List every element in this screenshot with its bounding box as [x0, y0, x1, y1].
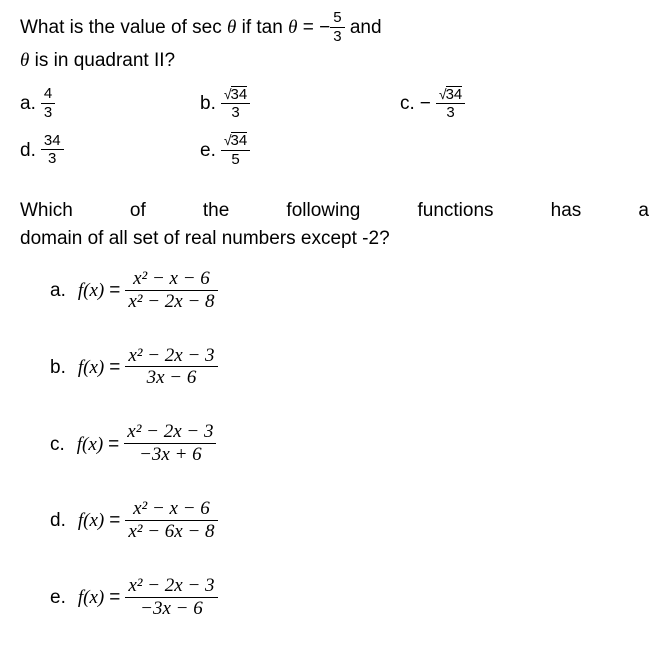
q2-opt-d-eqs: =	[109, 510, 120, 532]
q2-opt-a-eqs: =	[109, 280, 120, 302]
q1-equals: =	[297, 17, 319, 38]
q2-opt-b-num: x² − 2x − 3	[125, 346, 217, 368]
q2-opt-c-fx: f(x)	[77, 434, 103, 456]
q2-opt-e-den: −3x − 6	[125, 598, 217, 621]
q2-opt-c-label: c.	[50, 434, 65, 456]
q2-opt-d-frac: x² − x − 6 x² − 6x − 8	[125, 499, 217, 544]
q1-frac: 53	[330, 10, 344, 46]
q2-opt-d-fx: f(x)	[78, 510, 104, 532]
q2-opt-e-label: e.	[50, 587, 66, 609]
q1-opt-d-den: 3	[41, 150, 64, 168]
q1-text-line2: is in quadrant II?	[29, 50, 175, 71]
q1-opt-a-frac: 4 3	[41, 86, 55, 122]
q1-line1: What is the value of sec θ if tan θ = −5…	[20, 10, 649, 46]
q2-opt-a-label: a.	[50, 280, 66, 302]
q1-opt-b-frac: 34 3	[221, 86, 250, 123]
q1-opt-d-frac: 34 3	[41, 133, 64, 169]
q1-opt-c-den: 3	[436, 104, 465, 122]
q1-text-1: What is the value of sec	[20, 17, 227, 38]
q1-options: a. 4 3 b. 34 3 c. − 34 3 d. 34	[20, 86, 649, 179]
q2-option-a: a. f(x) = x² − x − 6 x² − 2x − 8	[50, 269, 649, 314]
q2-opt-d-num: x² − x − 6	[125, 499, 217, 521]
q1-opt-e-label: e.	[200, 140, 216, 162]
q1-theta-1: θ	[227, 17, 236, 38]
q1-opt-e-frac: 34 5	[221, 132, 250, 169]
q1-opt-e-den: 5	[221, 151, 250, 169]
q1-options-row2: d. 34 3 e. 34 5	[20, 132, 649, 169]
q2-opt-d-den: x² − 6x − 8	[125, 521, 217, 544]
q2-line2: domain of all set of real numbers except…	[20, 225, 649, 254]
q1-text-2: if tan	[236, 17, 288, 38]
q1-opt-b-num: 34	[221, 86, 250, 105]
q2-opt-b-label: b.	[50, 357, 66, 379]
q2-opt-e-fx: f(x)	[78, 587, 104, 609]
q1-opt-d-num: 34	[41, 133, 64, 151]
q2-opt-a-den: x² − 2x − 8	[125, 291, 217, 314]
q1-opt-a-den: 3	[41, 104, 55, 122]
q2-opt-c-frac: x² − 2x − 3 −3x + 6	[124, 422, 216, 467]
q1-options-row1: a. 4 3 b. 34 3 c. − 34 3	[20, 86, 649, 123]
q2-opt-d-eq: f(x) = x² − x − 6 x² − 6x − 8	[78, 499, 218, 544]
q2-opt-b-frac: x² − 2x − 3 3x − 6	[125, 346, 217, 391]
question-1: What is the value of sec θ if tan θ = −5…	[20, 10, 649, 76]
q2-opt-b-fx: f(x)	[78, 357, 104, 379]
q1-opt-c-num: 34	[436, 86, 465, 105]
q2-option-c: c. f(x) = x² − 2x − 3 −3x + 6	[50, 422, 649, 467]
q1-option-c: c. − 34 3	[400, 86, 560, 123]
q2-option-b: b. f(x) = x² − 2x − 3 3x − 6	[50, 346, 649, 391]
q1-opt-c-minus: −	[420, 93, 431, 115]
q2-opt-a-num: x² − x − 6	[125, 269, 217, 291]
q1-opt-a-label: a.	[20, 93, 36, 115]
q1-opt-b-label: b.	[200, 93, 216, 115]
q2-opt-a-fx: f(x)	[78, 280, 104, 302]
q2-opt-b-eq: f(x) = x² − 2x − 3 3x − 6	[78, 346, 218, 391]
q2-opt-e-num: x² − 2x − 3	[125, 576, 217, 598]
q2-opt-b-eqs: =	[109, 357, 120, 379]
q2-opt-c-eq: f(x) = x² − 2x − 3 −3x + 6	[77, 422, 217, 467]
q1-opt-a-num: 4	[41, 86, 55, 104]
q1-opt-c-sqrt: 34	[446, 86, 463, 104]
q1-opt-c-frac: 34 3	[436, 86, 465, 123]
q2-options: a. f(x) = x² − x − 6 x² − 2x − 8 b. f(x)…	[50, 269, 649, 620]
q2-option-e: e. f(x) = x² − 2x − 3 −3x − 6	[50, 576, 649, 621]
q1-opt-e-sqrt: 34	[231, 132, 248, 150]
q2-opt-a-frac: x² − x − 6 x² − 2x − 8	[125, 269, 217, 314]
q1-frac-den: 3	[330, 28, 344, 46]
q2-opt-c-eqs: =	[108, 434, 119, 456]
q2-opt-e-eq: f(x) = x² − 2x − 3 −3x − 6	[78, 576, 218, 621]
q1-opt-e-num: 34	[221, 132, 250, 151]
q1-opt-b-den: 3	[221, 104, 250, 122]
q1-opt-b-sqrt: 34	[231, 86, 248, 104]
question-2: Which of the following functions has a d…	[20, 197, 649, 254]
q2-opt-a-eq: f(x) = x² − x − 6 x² − 2x − 8	[78, 269, 218, 314]
q2-line1: Which of the following functions has a	[20, 197, 649, 226]
q1-option-a: a. 4 3	[20, 86, 200, 123]
q1-text-3: and	[345, 17, 382, 38]
q2-option-d: d. f(x) = x² − x − 6 x² − 6x − 8	[50, 499, 649, 544]
q2-opt-c-num: x² − 2x − 3	[124, 422, 216, 444]
q2-opt-d-label: d.	[50, 510, 66, 532]
q1-opt-d-label: d.	[20, 140, 36, 162]
q2-opt-b-den: 3x − 6	[125, 367, 217, 390]
q1-option-d: d. 34 3	[20, 132, 200, 169]
q1-option-b: b. 34 3	[200, 86, 400, 123]
q1-line2: θ is in quadrant II?	[20, 46, 649, 76]
q2-opt-c-den: −3x + 6	[124, 444, 216, 467]
q2-opt-e-eqs: =	[109, 587, 120, 609]
q1-opt-c-label: c.	[400, 93, 415, 115]
q1-frac-num: 5	[330, 10, 344, 28]
q1-theta-3: θ	[20, 50, 29, 71]
q1-minus: −	[319, 17, 330, 38]
q1-option-e: e. 34 5	[200, 132, 400, 169]
q2-opt-e-frac: x² − 2x − 3 −3x − 6	[125, 576, 217, 621]
